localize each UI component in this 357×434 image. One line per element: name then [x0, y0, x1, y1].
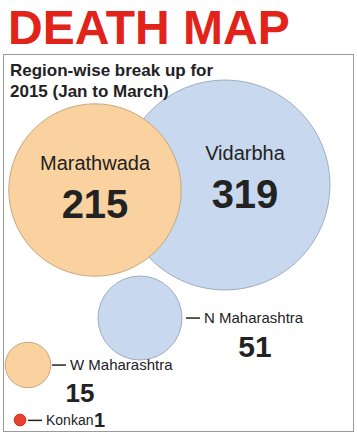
svg-text:Vidarbha: Vidarbha	[205, 142, 286, 164]
html-text:Region-wise break up for 2015: Region-wise break up for 2015 (Jan to Ma…	[10, 61, 214, 101]
svg-text:N Maharashtra: N Maharashtra	[204, 309, 304, 326]
svg-text:Marathwada: Marathwada	[40, 152, 151, 174]
svg-text:W Maharashtra: W Maharashtra	[70, 356, 173, 373]
svg-text:319: 319	[212, 172, 279, 216]
html-text:DEATH MAP: DEATH MAP	[8, 1, 290, 54]
svg-text:51: 51	[238, 330, 271, 363]
svg-text:15: 15	[66, 378, 95, 408]
svg-text:Konkan: Konkan	[46, 412, 93, 428]
svg-text:1: 1	[94, 409, 105, 431]
svg-text:215: 215	[62, 182, 129, 226]
